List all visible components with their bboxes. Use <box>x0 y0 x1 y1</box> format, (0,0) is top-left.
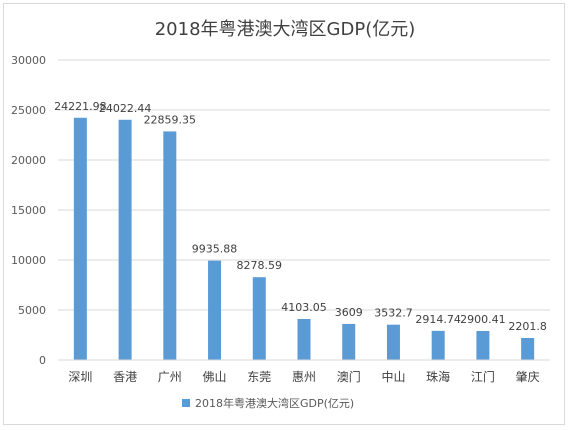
chart-title: 2018年粤港澳大湾区GDP(亿元) <box>155 19 416 40</box>
bar <box>342 323 356 360</box>
y-tick-label: 20000 <box>11 154 46 167</box>
x-tick-label: 香港 <box>113 370 137 384</box>
y-tick-label: 10000 <box>11 254 46 267</box>
x-tick-label: 江门 <box>471 369 495 384</box>
bars <box>73 117 535 360</box>
bar <box>476 330 490 360</box>
x-tick-label: 肇庆 <box>516 369 540 384</box>
bar <box>297 318 311 360</box>
data-label: 22859.35 <box>144 113 197 126</box>
data-label: 24221.98 <box>54 100 107 113</box>
data-label: 2914.74 <box>415 313 461 326</box>
chart-frame <box>3 3 565 425</box>
bar <box>386 324 400 360</box>
x-tick-label: 珠海 <box>426 369 450 384</box>
bar <box>208 260 222 360</box>
bar <box>431 330 445 360</box>
legend: 2018年粤港澳大湾区GDP(亿元) <box>182 396 354 410</box>
y-tick-label: 5000 <box>18 304 46 317</box>
x-tick-label: 广州 <box>158 370 182 384</box>
y-tick-label: 0 <box>39 354 46 367</box>
data-label: 3609 <box>335 306 363 319</box>
bar <box>163 131 177 360</box>
data-label: 24022.44 <box>99 102 152 115</box>
data-label: 3532.7 <box>374 307 413 320</box>
x-axis: 深圳 香港 广州 佛山 东莞 惠州 澳门 中山 珠海 江门 肇庆 <box>58 359 550 384</box>
data-label: 2900.41 <box>460 313 506 326</box>
data-label: 9935.88 <box>192 243 238 256</box>
legend-label: 2018年粤港澳大湾区GDP(亿元) <box>195 396 354 410</box>
x-tick-label: 惠州 <box>292 370 316 384</box>
y-tick-label: 25000 <box>11 104 46 117</box>
x-tick-label: 东莞 <box>247 370 271 384</box>
bar <box>118 119 132 360</box>
x-tick-label: 澳门 <box>337 369 361 384</box>
data-label: 8278.59 <box>237 259 283 272</box>
data-label: 2201.8 <box>508 320 547 333</box>
x-tick-label: 深圳 <box>68 370 92 384</box>
y-axis: 0 5000 10000 15000 20000 25000 30000 <box>11 54 46 367</box>
data-label: 4103.05 <box>281 301 327 314</box>
x-tick-label: 中山 <box>381 369 405 384</box>
legend-swatch <box>182 399 190 407</box>
bar <box>252 277 266 360</box>
y-tick-label: 15000 <box>11 204 46 217</box>
bar <box>521 337 535 360</box>
x-tick-label: 佛山 <box>203 370 227 384</box>
y-tick-label: 30000 <box>11 54 46 67</box>
bar <box>73 117 87 360</box>
